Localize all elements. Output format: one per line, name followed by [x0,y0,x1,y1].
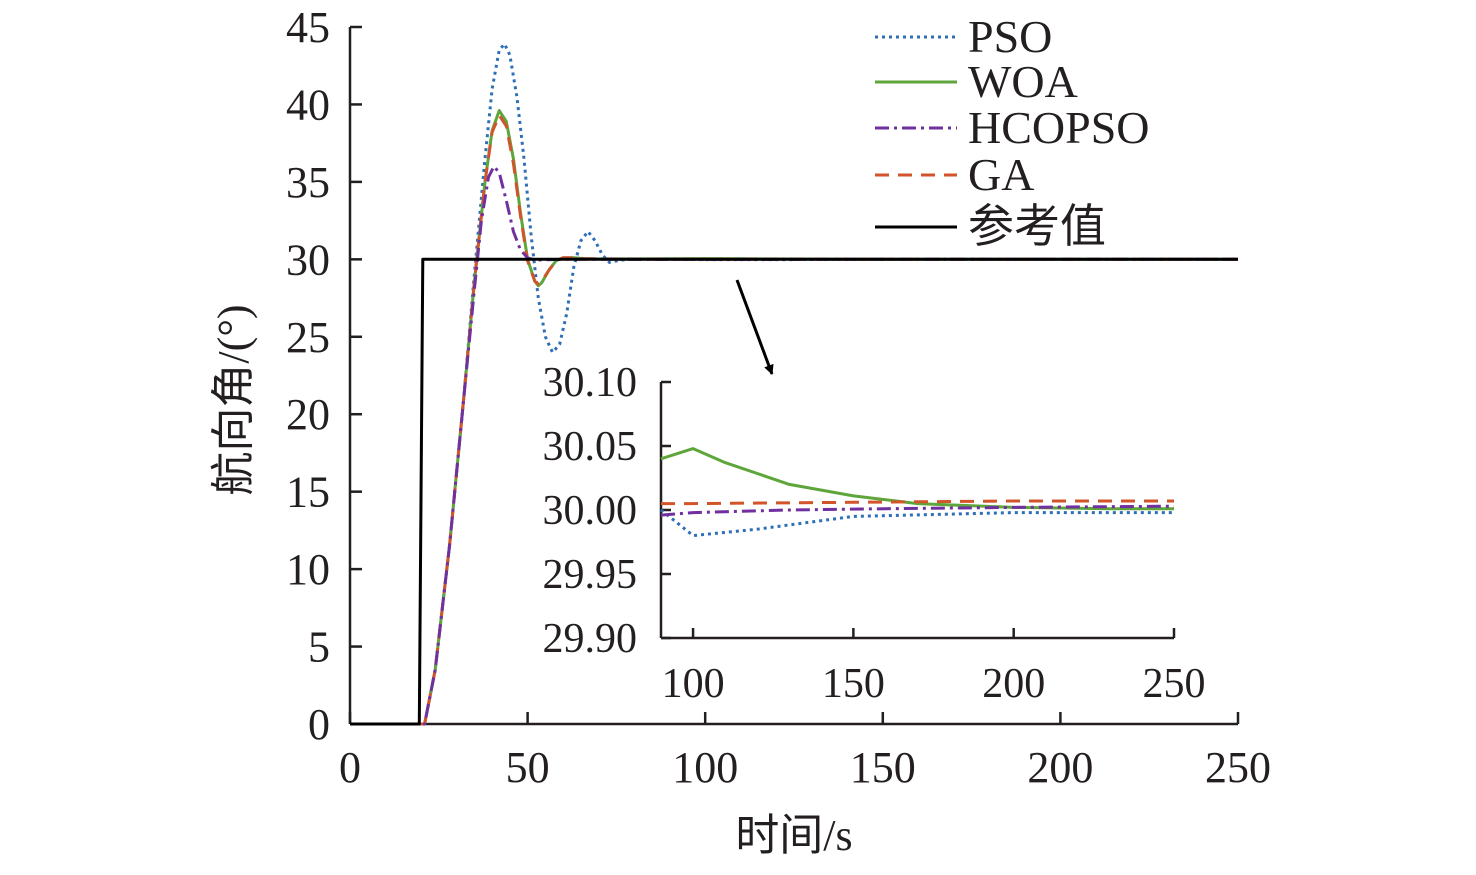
main-y-tick-label: 35 [286,158,330,207]
main-y-tick-label: 5 [308,623,330,672]
inset-x-tick-label: 150 [822,661,885,707]
main-y-tick-label: 10 [286,545,330,594]
main-x-tick-label: 100 [672,743,738,792]
legend-label-参考值: 参考值 [968,201,1106,252]
inset-y-tick-label: 30.10 [543,360,638,406]
main-axes [348,27,1238,726]
inset-x-tick-label: 200 [982,661,1045,707]
main-x-tick-label: 50 [506,743,550,792]
legend-label-PSO: PSO [968,11,1052,62]
inset-y-ticks: 30.10 30.05 30.00 29.95 29.90 [543,360,671,662]
inset-x-ticks: 100 150 200 250 [662,628,1206,707]
series-line-HCOPSO [350,164,1238,726]
main-y-tick-label: 40 [286,80,330,129]
inset-series-line-HCOPSO [660,504,1175,517]
x-axis-title: 时间/s [735,811,852,860]
main-x-tick-label: 0 [339,743,361,792]
main-y-tick-label: 15 [286,468,330,517]
main-y-tick-label: 20 [286,390,330,439]
main-x-tick-label: 250 [1205,743,1271,792]
legend-label-HCOPSO: HCOPSO [968,102,1150,153]
main-y-tick-label: 30 [286,235,330,284]
series-line-参考值 [350,257,1238,726]
inset-pointer-arrow [735,279,774,375]
inset-y-tick-label: 29.90 [543,616,638,662]
inset-x-tick-label: 250 [1143,661,1206,707]
main-x-tick-label: 200 [1027,743,1093,792]
main-y-tick-label: 45 [286,3,330,52]
inset-series-line-GA [661,499,1174,506]
main-y-ticks: 0 5 10 15 20 25 30 35 40 45 [286,3,362,749]
inset-y-tick-label: 30.05 [543,424,638,470]
inset-y-tick-label: 30.00 [543,488,638,534]
main-y-tick-label: 25 [286,313,330,362]
inset-x-tick-label: 100 [662,661,725,707]
main-x-ticks: 0 50 100 150 200 250 [339,712,1271,792]
inset-series [660,447,1175,538]
legend-label-WOA: WOA [968,56,1078,107]
main-series [350,42,1238,726]
y-axis-title: 航向角/(°) [209,304,258,495]
inset-series-line-PSO [660,508,1174,538]
legend-label-GA: GA [968,149,1034,200]
main-y-tick-label: 0 [308,700,330,749]
inset-y-tick-label: 29.95 [543,552,638,598]
main-x-tick-label: 150 [850,743,916,792]
